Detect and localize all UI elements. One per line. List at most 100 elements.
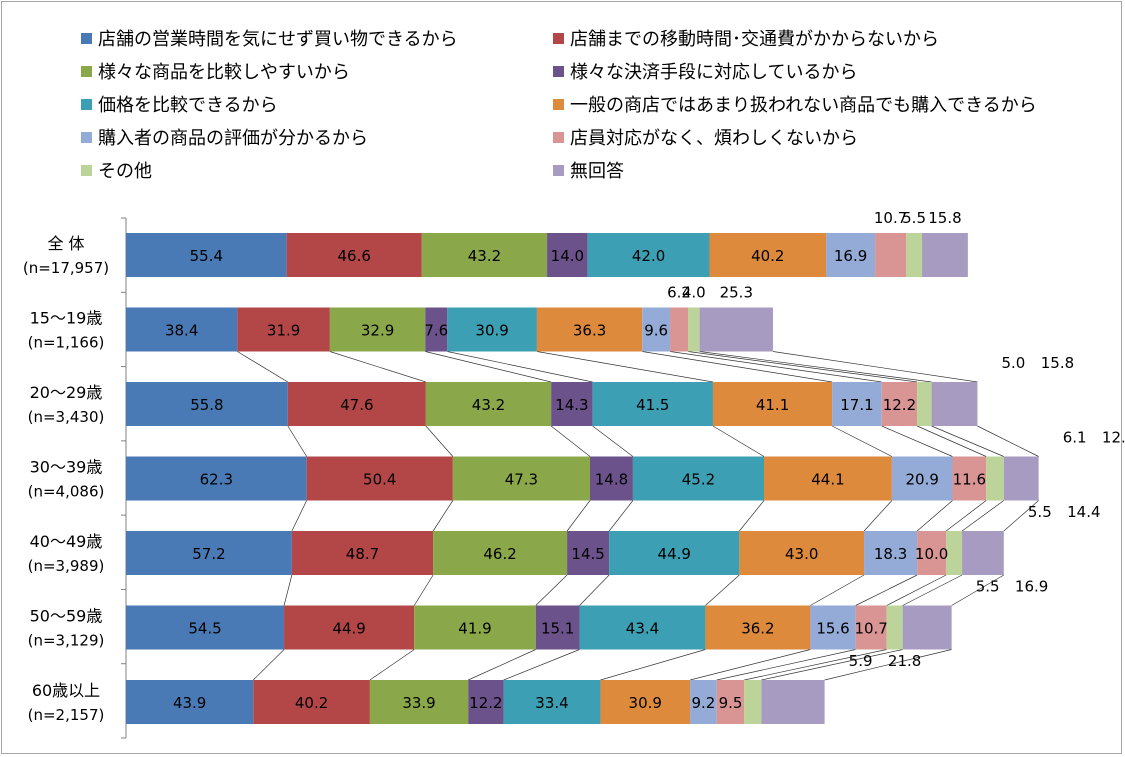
series-line: [283, 574, 293, 606]
series-line: [669, 351, 882, 383]
series-line: [600, 649, 706, 681]
bar-segment: [875, 233, 907, 277]
series-line: [413, 574, 434, 606]
bar-segment: [306, 456, 453, 501]
series-line: [535, 574, 568, 606]
series-line: [761, 649, 903, 681]
bar-segment: [126, 382, 288, 426]
bar-segment: [688, 307, 700, 352]
series-line: [916, 425, 987, 457]
data-label: 6.1: [1063, 429, 1087, 447]
series-line: [916, 500, 953, 532]
category-n: (n=3,430): [28, 408, 105, 426]
data-label: 44.1: [811, 471, 844, 489]
bar-segment: [592, 382, 713, 426]
legend-swatch: [553, 164, 564, 176]
legend-item: その他: [81, 157, 152, 183]
bar-segment: [425, 307, 448, 352]
bar-segment: [287, 382, 426, 426]
data-label: 55.4: [190, 247, 223, 265]
data-label: 43.0: [785, 545, 818, 563]
data-label: 41.1: [756, 396, 789, 414]
bar-segment: [739, 531, 865, 575]
bar-segment: [952, 456, 987, 501]
bar-segment: [286, 233, 422, 277]
bar-segment: [826, 233, 876, 277]
data-label: 47.3: [505, 471, 538, 489]
data-label: 45.2: [682, 471, 715, 489]
bar-segment: [986, 456, 1004, 501]
legend-swatch: [81, 65, 92, 77]
bar-segment: [433, 531, 568, 575]
series-line: [810, 574, 865, 606]
data-label: 16.9: [834, 247, 867, 265]
data-label: 14.5: [571, 545, 604, 563]
bar-segment: [962, 531, 1004, 575]
category-n: (n=3,129): [28, 632, 105, 650]
data-label: 54.5: [188, 620, 221, 638]
category-n: (n=4,086): [28, 483, 105, 501]
data-label: 6.2: [667, 284, 691, 302]
bar-segment: [917, 531, 947, 575]
category-label: 30～39歳: [30, 458, 103, 477]
bar-segment: [1003, 456, 1039, 501]
data-label: 5.0: [1002, 354, 1026, 372]
series-line: [432, 500, 454, 532]
bar-segment: [902, 605, 952, 650]
series-line: [744, 649, 887, 681]
data-label: 31.9: [267, 322, 300, 340]
category-n: (n=1,166): [28, 334, 105, 352]
data-label: 43.2: [472, 396, 505, 414]
data-label: 40.2: [751, 247, 784, 265]
data-label: 44.9: [658, 545, 691, 563]
bar-segment: [237, 307, 330, 352]
category-label: 15～19歳: [30, 309, 103, 328]
bar-segment: [709, 233, 827, 277]
bar-segment: [551, 382, 593, 426]
series-line: [329, 351, 426, 383]
data-label: 12.2: [883, 396, 916, 414]
bar-segment: [600, 680, 691, 724]
data-label: 48.7: [346, 545, 379, 563]
bar-segment: [126, 680, 254, 724]
series-line: [687, 351, 918, 383]
data-label: 9.2: [691, 694, 715, 712]
legend-label: 様々な商品を比較しやすいから: [98, 62, 350, 83]
data-label: 10.7: [854, 620, 887, 638]
series-line: [425, 351, 552, 383]
data-label: 25.3: [720, 284, 753, 302]
legend-swatch: [553, 131, 564, 143]
series-line: [886, 574, 947, 606]
legend: 店舗の営業時間を気にせず買い物できるから 店舗までの移動時間･交通費がかからない…: [0, 0, 1125, 200]
series-line: [945, 500, 987, 532]
category-label: 全 体: [47, 234, 84, 253]
bar-segment: [284, 605, 415, 650]
bar-segment: [744, 680, 762, 724]
bar-segment: [414, 605, 536, 650]
legend-swatch: [553, 65, 564, 77]
data-label: 7.6: [424, 322, 448, 340]
legend-label: その他: [98, 161, 152, 182]
bar-segment: [503, 680, 601, 724]
data-label: 33.9: [402, 694, 435, 712]
series-line: [447, 351, 593, 383]
series-line: [468, 649, 536, 681]
data-label: 14.4: [1067, 503, 1100, 521]
bar-segment: [126, 605, 285, 650]
data-label: 47.6: [340, 396, 373, 414]
data-label: 5.5: [976, 578, 1000, 596]
data-label: 15.8: [928, 209, 961, 227]
series-line: [716, 649, 856, 681]
bar-segment: [864, 531, 918, 575]
category-n: (n=17,957): [23, 259, 109, 277]
data-label: 16.9: [1015, 578, 1048, 596]
series-line: [1003, 500, 1039, 532]
series-line: [712, 425, 765, 457]
data-label: 43.9: [173, 694, 206, 712]
bar-segment: [642, 307, 671, 352]
bar-segment: [126, 456, 307, 501]
legend-item: 購入者の商品の評価が分かるから: [81, 124, 368, 150]
series-line: [772, 351, 978, 383]
data-label: 38.4: [165, 322, 198, 340]
bar-segment: [590, 456, 633, 501]
